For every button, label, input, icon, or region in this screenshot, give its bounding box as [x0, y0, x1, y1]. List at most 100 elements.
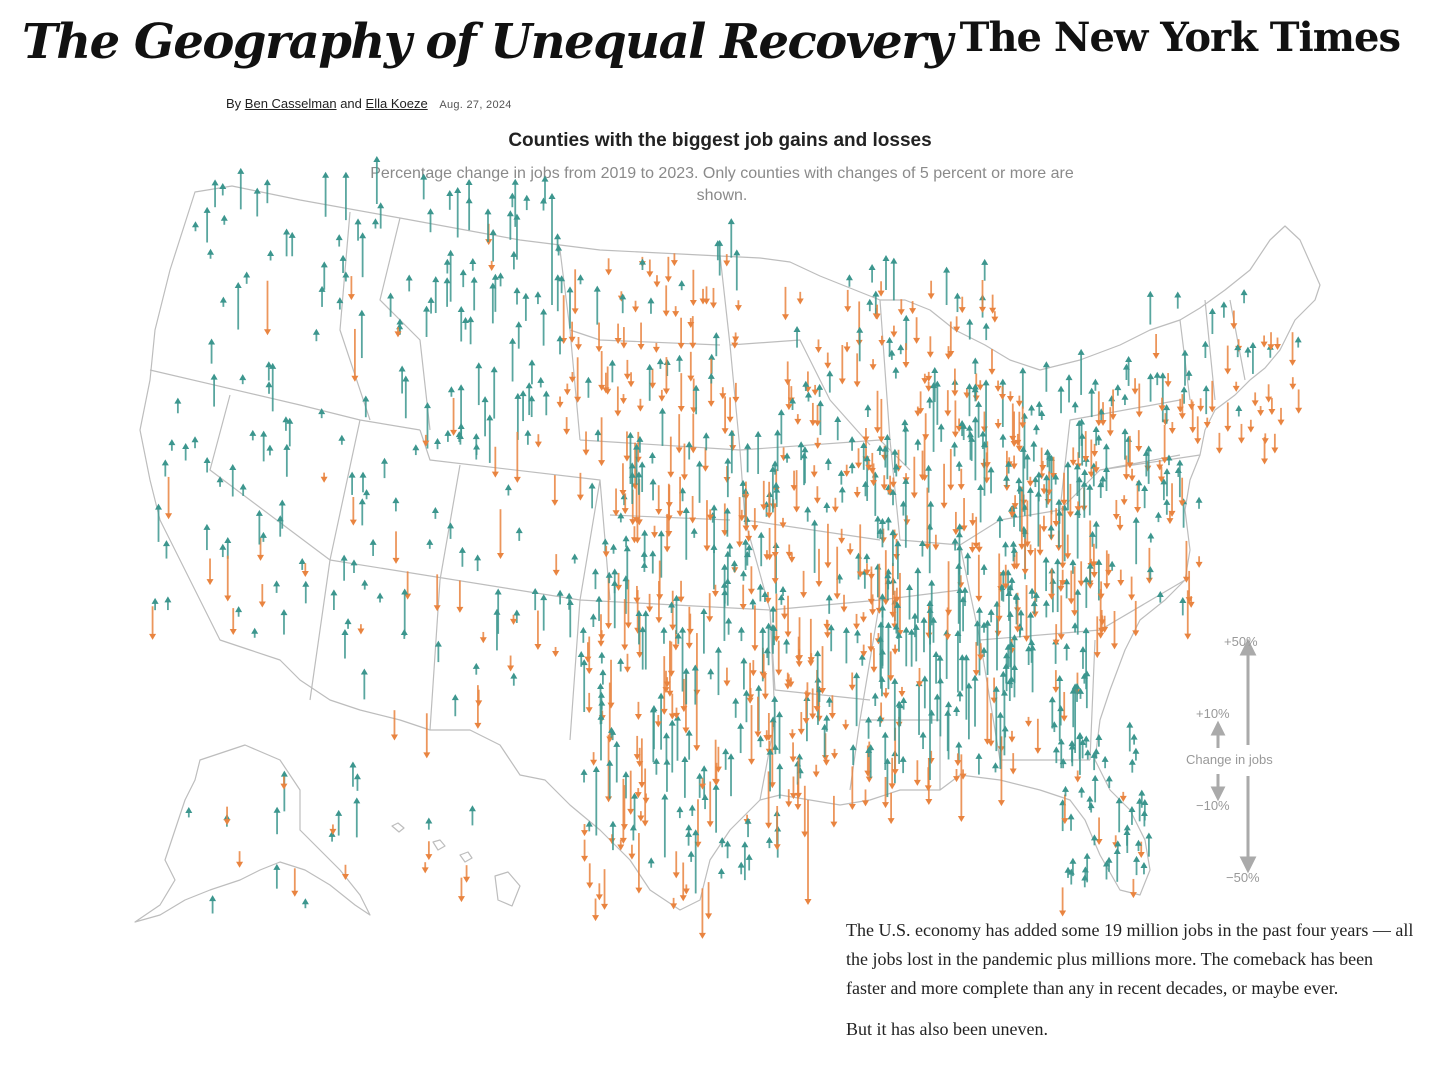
- author-link-1[interactable]: Ben Casselman: [244, 96, 337, 111]
- loss-arrow-icon: [1203, 422, 1211, 429]
- gain-arrow-icon: [960, 422, 968, 429]
- gain-arrow-icon: [672, 594, 680, 601]
- loss-arrow-icon: [843, 470, 851, 477]
- loss-arrow-icon: [968, 547, 976, 554]
- gain-arrow-icon: [1017, 609, 1025, 616]
- loss-arrow-icon: [1247, 426, 1255, 433]
- loss-arrow-icon: [925, 385, 933, 392]
- gain-arrow-icon: [318, 408, 326, 415]
- loss-arrow-icon: [810, 471, 818, 478]
- gain-arrow-icon: [892, 366, 900, 373]
- gain-arrow-icon: [661, 793, 669, 800]
- gain-arrow-icon: [558, 275, 566, 282]
- loss-arrow-icon: [814, 442, 822, 449]
- loss-arrow-icon: [655, 617, 663, 624]
- gain-arrow-icon: [504, 484, 512, 491]
- gain-arrow-icon: [766, 748, 774, 755]
- gain-arrow-icon: [216, 476, 224, 483]
- loss-arrow-icon: [585, 707, 593, 714]
- loss-arrow-icon: [672, 311, 680, 318]
- loss-arrow-icon: [1052, 639, 1060, 646]
- nyt-logo[interactable]: The New York Times: [959, 14, 1401, 61]
- gain-arrow-icon: [1156, 590, 1164, 597]
- gain-arrow-icon: [513, 287, 521, 294]
- gain-arrow-icon: [540, 308, 548, 315]
- loss-arrow-icon: [887, 818, 895, 825]
- loss-arrow-icon: [991, 316, 999, 323]
- gain-arrow-icon: [727, 218, 735, 225]
- gain-arrow-icon: [522, 292, 530, 299]
- loss-arrow-icon: [1097, 632, 1105, 639]
- loss-arrow-icon: [747, 694, 755, 701]
- gain-arrow-icon: [953, 292, 961, 299]
- gain-arrow-icon: [848, 462, 856, 469]
- loss-arrow-icon: [223, 819, 231, 826]
- loss-arrow-icon: [646, 606, 654, 613]
- loss-arrow-icon: [677, 405, 685, 412]
- gain-arrow-icon: [757, 735, 765, 742]
- loss-arrow-icon: [994, 385, 1002, 392]
- loss-arrow-icon: [614, 338, 622, 345]
- loss-arrow-icon: [280, 783, 288, 790]
- loss-arrow-icon: [726, 416, 734, 423]
- loss-arrow-icon: [605, 796, 613, 803]
- gain-arrow-icon: [933, 693, 941, 700]
- loss-arrow-icon: [1101, 626, 1109, 633]
- loss-arrow-icon: [706, 514, 714, 521]
- gain-arrow-icon: [577, 274, 585, 281]
- gain-arrow-icon: [260, 430, 268, 437]
- gain-arrow-icon: [510, 250, 518, 257]
- loss-arrow-icon: [1002, 583, 1010, 590]
- gain-arrow-icon: [845, 274, 853, 281]
- gain-arrow-icon: [481, 396, 489, 403]
- gain-arrow-icon: [901, 419, 909, 426]
- loss-arrow-icon: [349, 519, 357, 526]
- gain-arrow-icon: [1078, 786, 1086, 793]
- gain-arrow-icon: [1097, 481, 1105, 488]
- loss-arrow-icon: [1268, 409, 1276, 416]
- loss-arrow-icon: [1009, 768, 1017, 775]
- loss-arrow-icon: [887, 675, 895, 682]
- loss-arrow-icon: [954, 760, 962, 767]
- loss-arrow-icon: [914, 410, 922, 417]
- loss-arrow-icon: [605, 623, 613, 630]
- gain-arrow-icon: [636, 435, 644, 442]
- loss-arrow-icon: [1271, 447, 1279, 454]
- loss-arrow-icon: [987, 740, 995, 747]
- loss-arrow-icon: [598, 460, 606, 467]
- loss-arrow-icon: [1023, 541, 1031, 548]
- gain-arrow-icon: [622, 535, 630, 542]
- loss-arrow-icon: [739, 604, 747, 611]
- gain-arrow-icon: [265, 361, 273, 368]
- loss-arrow-icon: [598, 384, 606, 391]
- gain-arrow-icon: [718, 837, 726, 844]
- loss-arrow-icon: [1289, 383, 1297, 390]
- loss-arrow-icon: [773, 844, 781, 851]
- gain-arrow-icon: [668, 601, 676, 608]
- gain-arrow-icon: [891, 448, 899, 455]
- gain-arrow-icon: [1080, 672, 1088, 679]
- gain-arrow-icon: [639, 626, 647, 633]
- gain-arrow-icon: [263, 179, 271, 186]
- gain-arrow-icon: [354, 218, 362, 225]
- headline: The Geography of Unequal Recovery: [22, 14, 953, 70]
- gain-arrow-icon: [1087, 802, 1095, 809]
- loss-arrow-icon: [662, 310, 670, 317]
- gain-arrow-icon: [837, 469, 845, 476]
- loss-arrow-icon: [404, 593, 412, 600]
- author-link-2[interactable]: Ella Koeze: [365, 96, 428, 111]
- gain-arrow-icon: [647, 297, 655, 304]
- gain-arrow-icon: [251, 627, 259, 634]
- gain-arrow-icon: [515, 321, 523, 328]
- loss-arrow-icon: [1074, 506, 1082, 513]
- loss-arrow-icon: [457, 896, 465, 903]
- gain-arrow-icon: [626, 431, 634, 438]
- gain-arrow-icon: [1074, 509, 1082, 516]
- gain-arrow-icon: [1062, 785, 1070, 792]
- gain-arrow-icon: [330, 589, 338, 596]
- gain-arrow-icon: [717, 868, 725, 875]
- gain-arrow-icon: [1174, 466, 1182, 473]
- gain-arrow-icon: [528, 359, 536, 366]
- gain-arrow-icon: [1071, 401, 1079, 408]
